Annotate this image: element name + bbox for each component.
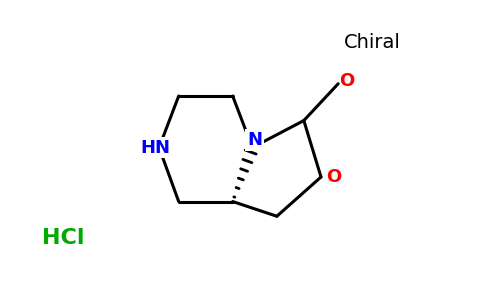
Text: O: O	[326, 168, 341, 186]
Text: N: N	[247, 131, 262, 149]
Text: HN: HN	[140, 139, 170, 157]
Text: O: O	[339, 72, 355, 90]
Text: HCl: HCl	[42, 228, 85, 248]
Text: Chiral: Chiral	[344, 32, 401, 52]
